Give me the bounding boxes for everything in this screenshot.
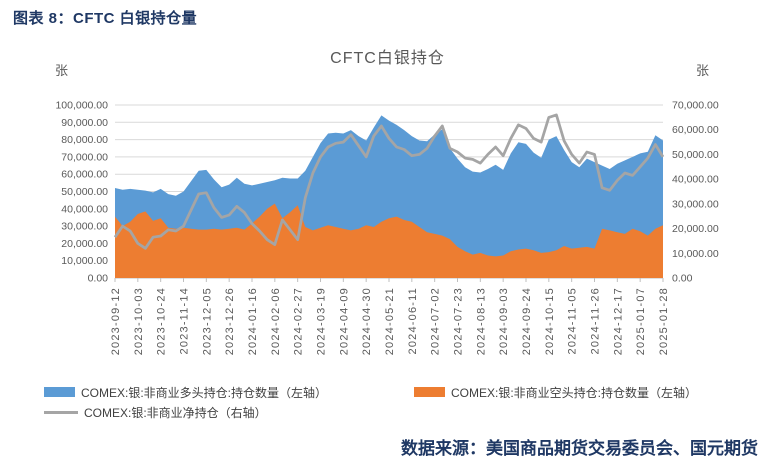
svg-text:2024-03-19: 2024-03-19	[316, 287, 328, 355]
svg-text:50,000.00: 50,000.00	[61, 186, 108, 198]
svg-text:30,000.00: 30,000.00	[672, 198, 719, 210]
svg-text:2023-10-03: 2023-10-03	[133, 287, 145, 355]
legend-label-long: COMEX:银:非商业多头持仓:持仓数量（左轴）	[81, 385, 328, 400]
svg-text:2023-12-05: 2023-12-05	[201, 287, 213, 355]
svg-text:2024-09-03: 2024-09-03	[498, 287, 510, 355]
svg-text:2024-04-09: 2024-04-09	[338, 287, 350, 355]
svg-text:2025-01-07: 2025-01-07	[635, 287, 647, 355]
svg-text:60,000.00: 60,000.00	[672, 124, 719, 136]
svg-text:2024-06-11: 2024-06-11	[407, 287, 419, 354]
svg-text:20,000.00: 20,000.00	[672, 223, 719, 235]
svg-text:0.00: 0.00	[672, 273, 693, 285]
svg-text:2024-05-21: 2024-05-21	[384, 287, 396, 355]
legend-label-short: COMEX:银:非商业空头持仓:持仓数量（左轴）	[451, 385, 698, 400]
short-series-swatch	[414, 387, 445, 397]
svg-text:2024-02-06: 2024-02-06	[270, 287, 282, 355]
svg-text:100,000.00: 100,000.00	[55, 100, 108, 112]
data-source-note: 数据来源：美国商品期货交易委员会、国元期货	[401, 439, 758, 458]
svg-text:2024-11-05: 2024-11-05	[567, 287, 579, 354]
svg-text:30,000.00: 30,000.00	[61, 221, 108, 233]
net-series-swatch	[44, 410, 78, 414]
svg-text:2024-07-23: 2024-07-23	[453, 287, 465, 355]
right-axis-unit-label: 张	[696, 63, 710, 78]
svg-text:2024-02-27: 2024-02-27	[293, 287, 305, 355]
svg-text:2024-08-13: 2024-08-13	[475, 287, 487, 355]
svg-text:60,000.00: 60,000.00	[61, 169, 108, 181]
svg-text:40,000.00: 40,000.00	[672, 174, 719, 186]
svg-text:2024-10-15: 2024-10-15	[544, 287, 556, 355]
legend: COMEX:银:非商业多头持仓:持仓数量（左轴） COMEX:银:非商业空头持仓…	[44, 383, 754, 420]
svg-text:2024-09-24: 2024-09-24	[521, 287, 533, 355]
svg-text:2023-10-24: 2023-10-24	[156, 287, 168, 355]
svg-text:2024-07-02: 2024-07-02	[430, 287, 442, 355]
svg-text:70,000.00: 70,000.00	[61, 151, 108, 163]
svg-text:2024-04-30: 2024-04-30	[361, 287, 373, 355]
svg-text:2023-09-12: 2023-09-12	[110, 287, 122, 355]
svg-text:40,000.00: 40,000.00	[61, 203, 108, 215]
left-axis-unit-label: 张	[55, 63, 69, 78]
svg-text:70,000.00: 70,000.00	[672, 100, 719, 112]
legend-label-net: COMEX:银:非商业净持仓（右轴）	[84, 405, 267, 420]
svg-text:2024-11-26: 2024-11-26	[590, 287, 602, 354]
svg-text:10,000.00: 10,000.00	[61, 255, 108, 267]
svg-text:2024-01-16: 2024-01-16	[247, 287, 259, 355]
svg-text:20,000.00: 20,000.00	[61, 238, 108, 250]
legend-item-net: COMEX:银:非商业净持仓（右轴）	[44, 405, 267, 420]
svg-text:10,000.00: 10,000.00	[672, 248, 719, 260]
legend-item-long: COMEX:银:非商业多头持仓:持仓数量（左轴）	[44, 385, 328, 400]
svg-text:90,000.00: 90,000.00	[61, 117, 108, 129]
figure-caption: 图表 8：CFTC 白银持仓量	[13, 10, 198, 27]
svg-text:2024-12-17: 2024-12-17	[612, 287, 624, 355]
chart-title: CFTC白银持仓	[330, 50, 445, 67]
long-series-swatch	[44, 387, 75, 397]
svg-text:2023-11-14: 2023-11-14	[179, 287, 191, 354]
svg-text:0.00: 0.00	[88, 273, 109, 285]
svg-text:2023-12-26: 2023-12-26	[224, 287, 236, 355]
svg-text:50,000.00: 50,000.00	[672, 149, 719, 161]
legend-item-short: COMEX:银:非商业空头持仓:持仓数量（左轴）	[414, 385, 698, 400]
svg-text:80,000.00: 80,000.00	[61, 134, 108, 146]
svg-text:2025-01-28: 2025-01-28	[658, 287, 670, 355]
